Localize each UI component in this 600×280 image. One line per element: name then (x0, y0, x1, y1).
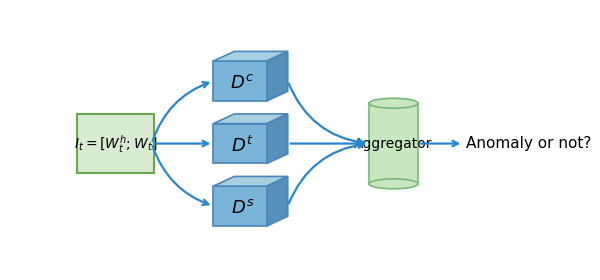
Polygon shape (214, 114, 288, 123)
Ellipse shape (369, 98, 418, 108)
Ellipse shape (369, 179, 418, 189)
Polygon shape (267, 176, 288, 226)
Text: Anomaly or not?: Anomaly or not? (466, 136, 591, 151)
Text: Aggregator: Aggregator (354, 137, 433, 151)
Polygon shape (369, 103, 418, 184)
Polygon shape (214, 123, 267, 164)
Text: $D^s$: $D^s$ (230, 199, 254, 217)
Text: $D^c$: $D^c$ (230, 74, 254, 92)
Polygon shape (214, 52, 288, 61)
Polygon shape (214, 176, 288, 186)
Polygon shape (267, 52, 288, 101)
Text: $D^t$: $D^t$ (231, 136, 254, 156)
Polygon shape (214, 61, 267, 101)
FancyBboxPatch shape (77, 115, 154, 173)
Polygon shape (214, 186, 267, 226)
Text: $I_t = [W_t^h; W_t]$: $I_t = [W_t^h; W_t]$ (74, 133, 157, 155)
Polygon shape (267, 114, 288, 164)
